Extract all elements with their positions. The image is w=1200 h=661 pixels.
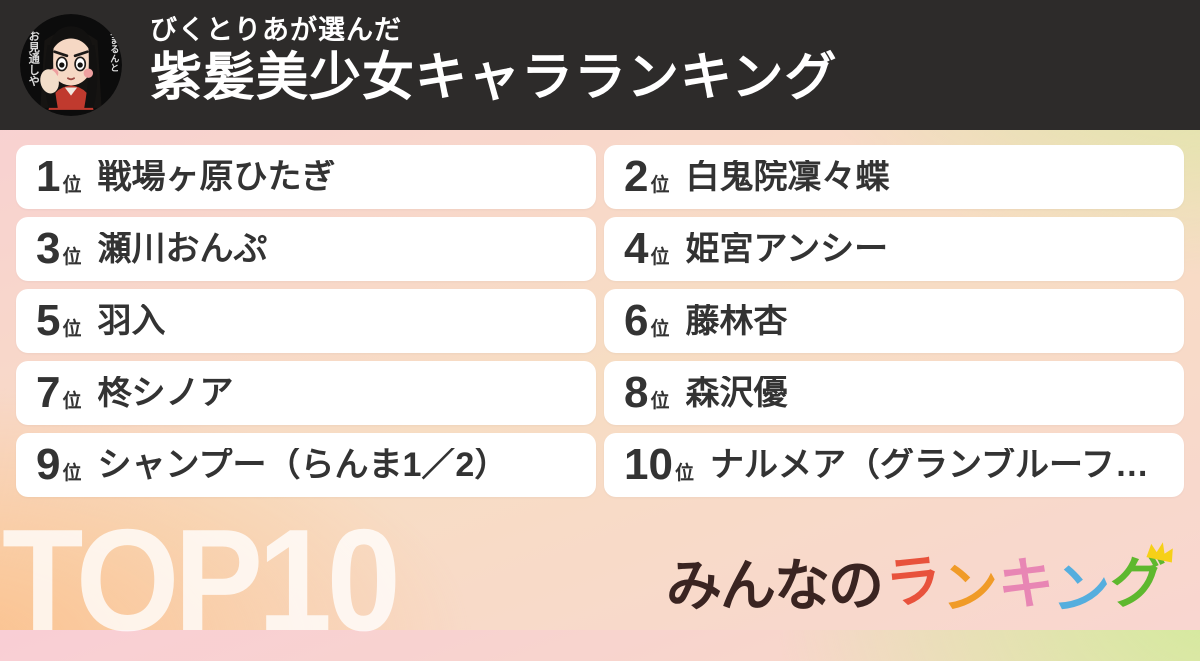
character-name: 柊シノア bbox=[97, 376, 234, 410]
character-name: ナルメア（グランブルーフ… bbox=[709, 448, 1149, 482]
rank-suffix: 位 bbox=[62, 391, 82, 412]
rank-number: 6 bbox=[624, 296, 649, 345]
logo-char-ra: ラ bbox=[882, 547, 945, 616]
rank-badge: 10 位 bbox=[624, 443, 694, 487]
minna-no-ranking-logo[interactable]: みんなの ラ ン キ ン グ bbox=[666, 542, 1173, 624]
character-name: 戦場ヶ原ひたぎ bbox=[97, 160, 336, 194]
logo-char-n2: ン bbox=[1050, 555, 1113, 624]
crown-icon bbox=[1146, 542, 1173, 563]
rank-number: 9 bbox=[36, 440, 61, 489]
rank-suffix: 位 bbox=[62, 247, 82, 268]
rank-number: 3 bbox=[36, 224, 61, 273]
character-name: 白鬼院凜々蝶 bbox=[685, 160, 890, 194]
character-name: 瀬川おんぷ bbox=[97, 232, 268, 266]
avatar[interactable]: お見通しや 止まるんと bbox=[20, 14, 122, 116]
rank-suffix: 位 bbox=[674, 463, 694, 484]
ranking-item-10[interactable]: 10 位 ナルメア（グランブルーフ… bbox=[604, 433, 1184, 497]
rank-number: 1 bbox=[36, 152, 61, 201]
rank-suffix: 位 bbox=[650, 319, 670, 340]
svg-text:お見通しや: お見通しや bbox=[27, 30, 41, 86]
top10-watermark: TOP10 bbox=[2, 499, 401, 661]
ranking-subtitle: びくとりあが選んだ bbox=[150, 15, 402, 45]
character-name: シャンプー（らんま1／2） bbox=[97, 448, 509, 482]
rank-number: 4 bbox=[624, 224, 649, 273]
character-name: 姫宮アンシー bbox=[685, 232, 889, 266]
rank-suffix: 位 bbox=[650, 247, 670, 268]
avatar-illustration: お見通しや 止まるんと bbox=[20, 14, 122, 116]
logo-text-prefix: みんなの bbox=[666, 554, 884, 617]
rank-suffix: 位 bbox=[62, 175, 82, 196]
logo-char-n1: ン bbox=[942, 556, 998, 619]
logo-char-gu: グ bbox=[1110, 551, 1166, 614]
character-name: 森沢優 bbox=[685, 376, 788, 410]
rank-suffix: 位 bbox=[62, 463, 82, 484]
page-title: 紫髪美少女キャラランキング bbox=[150, 49, 838, 108]
svg-text:止まるんと: 止まるんと bbox=[109, 25, 120, 72]
rank-number: 5 bbox=[36, 296, 61, 345]
character-name: 羽入 bbox=[97, 304, 166, 338]
rank-number: 10 bbox=[624, 440, 673, 489]
rank-number: 7 bbox=[36, 368, 61, 417]
rank-suffix: 位 bbox=[62, 319, 82, 340]
rank-suffix: 位 bbox=[650, 391, 670, 412]
rank-suffix: 位 bbox=[650, 175, 670, 196]
rank-number: 2 bbox=[624, 152, 649, 201]
header-bar: お見通しや 止まるんと bbox=[0, 0, 1200, 130]
rank-number: 8 bbox=[624, 368, 649, 417]
character-name: 藤林杏 bbox=[685, 304, 788, 338]
logo-char-ki: キ bbox=[997, 551, 1056, 616]
